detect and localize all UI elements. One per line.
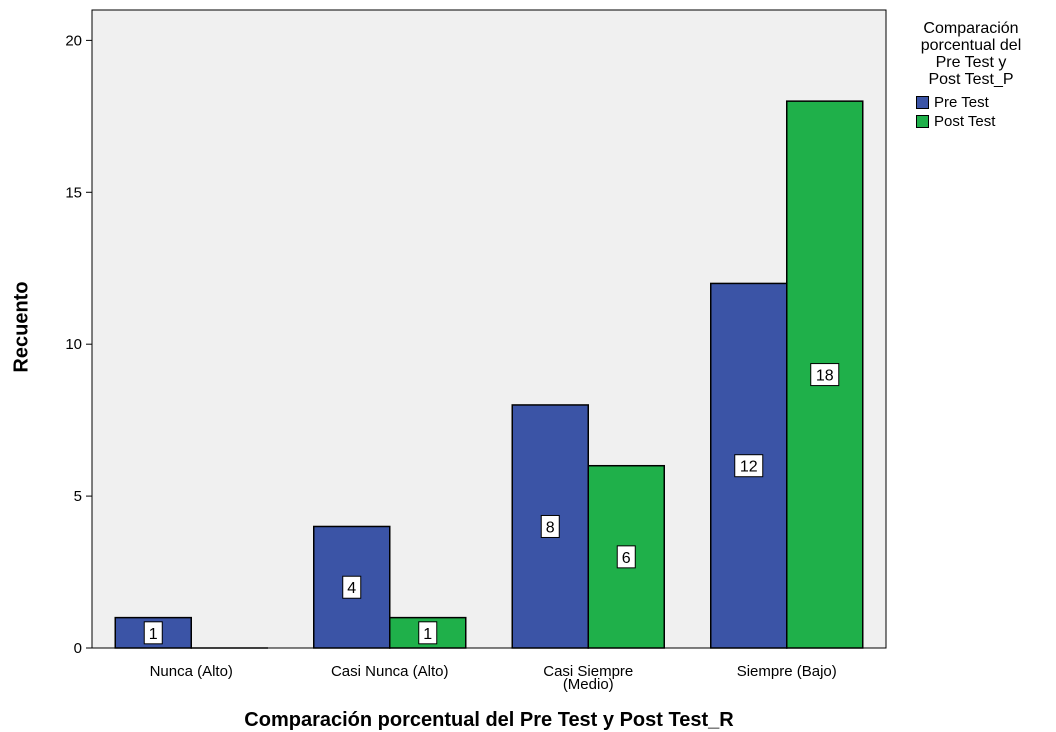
- y-tick-label: 5: [74, 488, 82, 505]
- x-tick-label: Casi Nunca (Alto): [331, 663, 449, 680]
- legend-label-post-test: Post Test: [934, 113, 995, 130]
- legend-item-pre-test: Pre Test: [916, 93, 1056, 112]
- data-label: 1: [149, 626, 158, 643]
- y-axis-title: Recuento: [11, 281, 34, 372]
- y-tick-label: 10: [65, 336, 82, 353]
- legend-swatch-post-test: [916, 115, 929, 128]
- data-label: 12: [740, 459, 758, 476]
- data-label: 1: [423, 626, 432, 643]
- data-label: 18: [816, 368, 834, 385]
- legend-label-pre-test: Pre Test: [934, 94, 989, 111]
- x-tick-label: Nunca (Alto): [150, 663, 233, 680]
- data-label: 4: [347, 580, 356, 597]
- y-tick-label: 20: [65, 32, 82, 49]
- legend-items: Pre Test Post Test: [886, 93, 1056, 131]
- x-axis-title: Comparación porcentual del Pre Test y Po…: [92, 709, 886, 732]
- data-label: 6: [622, 550, 631, 567]
- legend-item-post-test: Post Test: [916, 112, 1056, 131]
- y-tick-label: 15: [65, 184, 82, 201]
- y-tick-label: 0: [74, 640, 82, 657]
- data-label: 8: [546, 519, 555, 536]
- legend-title: Comparación porcentual del Pre Test y Po…: [886, 20, 1056, 88]
- legend: Comparación porcentual del Pre Test y Po…: [886, 20, 1056, 131]
- x-tick-label: Casi Siempre(Medio): [543, 663, 633, 693]
- legend-swatch-pre-test: [916, 96, 929, 109]
- x-tick-label: Siempre (Bajo): [737, 663, 837, 680]
